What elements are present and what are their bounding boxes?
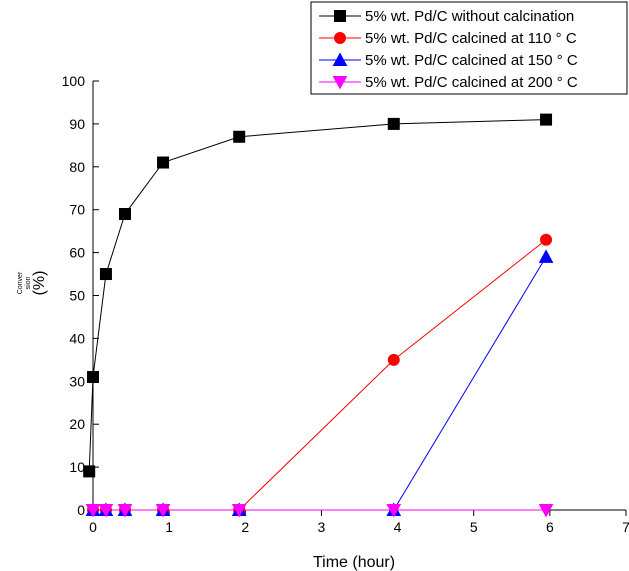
y-tick-label: 70	[69, 202, 85, 218]
legend-marker	[334, 32, 346, 44]
series-4-point	[98, 504, 114, 518]
series-1-point	[87, 371, 99, 384]
y-tick-label: 90	[69, 116, 85, 132]
y-axis-title-unit: (%)	[31, 271, 48, 296]
series-2-point	[387, 353, 400, 366]
series-1-point	[83, 465, 96, 478]
series-4-point	[117, 504, 133, 518]
legend: 5% wt. Pd/C without calcination 5% wt. Pd…	[310, 1, 628, 95]
series-4-point	[386, 504, 402, 518]
x-tick-label: 1	[165, 519, 173, 535]
x-tick-label: 2	[241, 519, 249, 535]
x-tick-label: 4	[394, 519, 402, 535]
series-1-point	[157, 156, 170, 169]
series-line-1	[88, 119, 547, 472]
x-tick-label: 3	[318, 519, 326, 535]
legend-label: 5% wt. Pd/C calcined at 110 ° C	[365, 30, 577, 47]
legend-marker	[332, 52, 348, 66]
y-tick-label: 30	[69, 373, 85, 389]
series-lines	[88, 119, 547, 511]
legend-label: 5% wt. Pd/C calcined at 150 ° C	[365, 52, 578, 69]
series-4-point	[155, 504, 171, 518]
y-tick-label: 10	[69, 459, 85, 475]
series-4-point	[231, 504, 247, 518]
series-1-point	[540, 113, 553, 126]
series-1-point	[387, 117, 400, 130]
series-markers	[83, 113, 554, 518]
legend-marker	[332, 76, 348, 90]
x-tick-label: 7	[622, 519, 629, 535]
legend-label: 5% wt. Pd/C calcined at 200 ° C	[365, 74, 578, 91]
y-tick-label: 80	[69, 159, 85, 175]
series-line-3	[93, 256, 547, 511]
series-1-point	[233, 130, 246, 143]
legend-marker	[334, 10, 346, 22]
y-tick-label: 0	[77, 502, 85, 518]
y-tick-label: 50	[69, 288, 85, 304]
legend-box	[310, 1, 628, 95]
series-2-point	[540, 233, 553, 246]
x-axis-title: Time (hour)	[313, 554, 395, 571]
y-tick-label: 100	[62, 73, 86, 89]
x-tick-label: 5	[470, 519, 478, 535]
y-tick-label: 40	[69, 330, 85, 346]
y-tick-label: 20	[69, 416, 85, 432]
x-tick-label: 0	[89, 519, 97, 535]
series-3-point	[538, 249, 554, 263]
legend-label: 5% wt. Pd/C without calcination	[365, 8, 574, 25]
x-tick-label: 6	[546, 519, 554, 535]
y-tick-label: 60	[69, 245, 85, 261]
series-line-2	[93, 239, 547, 511]
y-axis-title-main: Conversion	[17, 271, 32, 294]
series-4-point	[538, 504, 554, 518]
series-1-point	[99, 268, 112, 281]
series-4-point	[85, 504, 101, 518]
series-1-point	[118, 207, 131, 220]
